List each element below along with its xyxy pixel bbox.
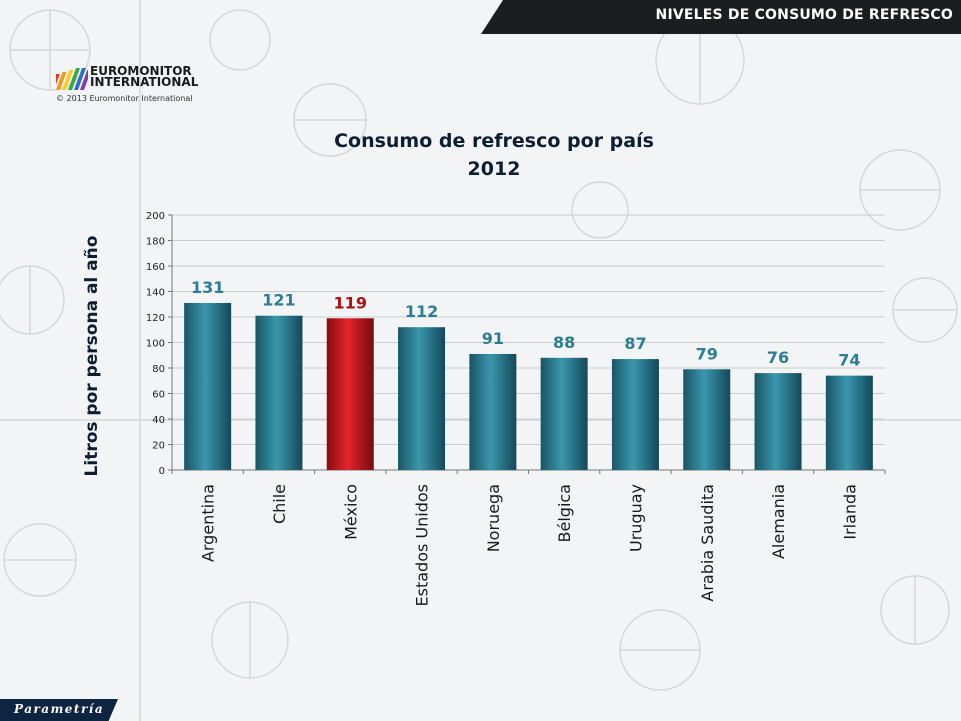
x-tick-label: Irlanda (840, 484, 859, 540)
bar-uruguay (611, 359, 659, 470)
logo-wordmark: EUROMONITOR INTERNATIONAL (90, 64, 210, 89)
y-tick-label: 20 (152, 441, 165, 452)
logo-line-2: INTERNATIONAL (90, 75, 199, 89)
logo-copyright: © 2013 Euromonitor International (56, 94, 193, 103)
y-tick-label: 100 (146, 339, 165, 350)
top-banner (481, 0, 961, 34)
y-tick-label: 120 (146, 313, 165, 324)
bar-arabia-saudita (683, 369, 731, 470)
value-label: 74 (838, 351, 860, 370)
bar-chile (255, 315, 303, 470)
y-tick-label: 0 (159, 466, 165, 477)
chart-subtitle: 2012 (467, 158, 521, 180)
bar-noruega (469, 353, 517, 470)
bar-argentina (184, 302, 232, 470)
value-label: 131 (191, 278, 224, 297)
bar-irlanda (825, 375, 873, 470)
x-tick-label: Noruega (484, 484, 503, 552)
x-tick-label: Bélgica (555, 484, 574, 542)
parametria-badge: Parametría (0, 699, 118, 721)
value-label: 91 (482, 329, 504, 348)
value-label: 76 (767, 348, 789, 367)
value-label: 79 (696, 344, 718, 363)
x-tick-label: México (341, 484, 360, 540)
y-tick-label: 140 (146, 288, 165, 299)
value-label: 88 (553, 333, 575, 352)
value-label: 119 (334, 293, 367, 312)
x-tick-label: Argentina (199, 484, 218, 562)
x-tick-label: Arabia Saudita (698, 484, 717, 602)
x-tick-label: Alemania (769, 484, 788, 559)
y-tick-label: 160 (146, 262, 165, 273)
y-tick-label: 80 (152, 364, 165, 375)
y-tick-label: 40 (152, 415, 165, 426)
bar-méxico (326, 318, 374, 470)
x-tick-label: Chile (270, 484, 289, 524)
y-tick-label: 60 (152, 390, 165, 401)
x-tick-label: Uruguay (626, 484, 645, 552)
y-tick-label: 200 (146, 211, 165, 222)
euromonitor-logo-icon (56, 68, 88, 90)
value-label: 87 (624, 334, 646, 353)
parametria-brand: Parametría (14, 702, 105, 716)
bar-alemania (754, 373, 802, 470)
x-tick-label: Estados Unidos (413, 484, 432, 606)
chart-title: Consumo de refresco por país (334, 130, 654, 152)
banner-title: NIVELES DE CONSUMO DE REFRESCO (655, 7, 953, 23)
value-label: 112 (405, 302, 438, 321)
bar-bélgica (540, 357, 588, 470)
logo-line-1: EUROMONITOR (90, 64, 192, 78)
bar-estados-unidos (398, 327, 446, 470)
chart-title-block: Consumo de refresco por país 2012 (270, 127, 718, 183)
euromonitor-logo: EUROMONITOR INTERNATIONAL © 2013 Euromon… (56, 64, 226, 106)
y-tick-label: 180 (146, 237, 165, 248)
value-label: 121 (262, 291, 295, 310)
